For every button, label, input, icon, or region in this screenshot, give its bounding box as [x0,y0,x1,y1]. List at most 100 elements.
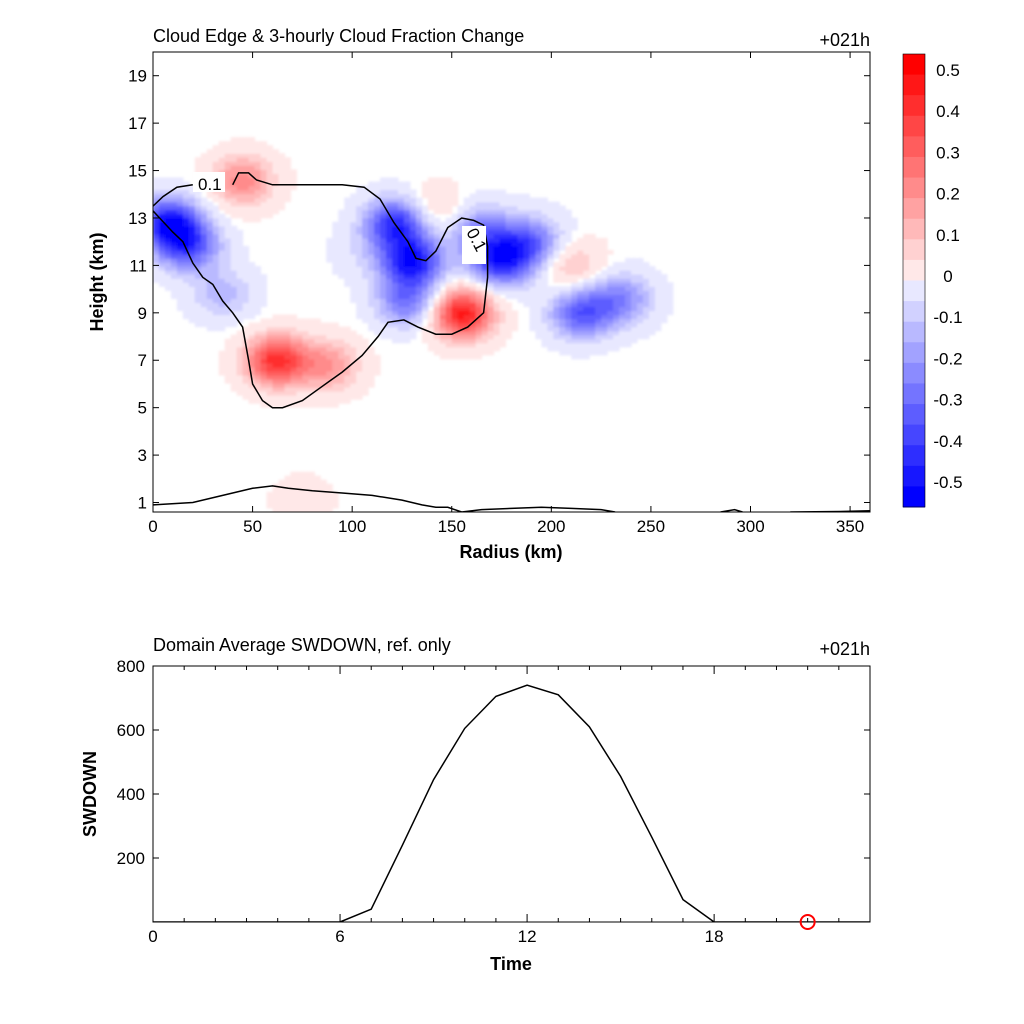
field-cell [374,258,381,263]
field-cell [613,342,620,348]
field-cell [631,310,638,316]
field-cell [433,314,441,320]
field-cell [236,294,244,299]
field-cell [332,262,339,267]
field-cell [284,370,292,376]
field-cell [164,213,172,219]
field-cell [224,350,232,356]
field-cell [541,294,548,299]
field-cell [338,225,345,231]
field-cell [499,278,507,283]
field-cell [415,286,423,291]
field-cell [517,270,525,275]
field-cell [517,245,525,251]
field-cell [505,270,513,275]
field-cell [278,177,286,183]
field-cell [153,193,160,199]
field-cell [266,326,274,332]
field-cell [236,270,244,275]
field-cell [397,205,405,211]
field-cell [224,274,232,279]
field-cell [427,298,435,303]
colorbar-segment [903,424,925,446]
field-cell [320,326,327,332]
field-cell [176,270,184,275]
field-cell [535,225,542,231]
field-cell [457,286,465,291]
field-cell [523,209,531,215]
field-cell [392,233,399,239]
field-cell [320,374,327,380]
field-cell [595,326,602,332]
field-cell [278,399,286,404]
field-cell [200,274,208,279]
field-cell [153,225,160,231]
field-cell [529,310,536,316]
field-cell [194,241,202,247]
field-cell [607,330,614,336]
field-cell [350,213,357,219]
field-cell [451,310,459,316]
field-cell [505,201,513,207]
field-cell [224,233,232,239]
field-cell [236,205,244,211]
field-cell [194,245,202,251]
field-cell [386,286,393,291]
field-cell [642,306,650,312]
field-cell [577,354,584,360]
field-cell [230,342,238,348]
field-cell [541,298,548,303]
field-cell [344,197,351,203]
field-cell [230,193,238,199]
field-cell [535,221,542,227]
field-cell [326,330,333,336]
field-cell [553,229,560,235]
field-cell [439,334,447,340]
field-cell [511,266,519,271]
bottom-x-axis-label: Time [490,954,532,974]
field-cell [654,302,662,308]
field-cell [374,270,381,275]
field-cell [254,387,262,392]
colorbar: 0.50.40.30.20.10-0.1-0.2-0.3-0.4-0.5 [902,53,963,508]
field-cell [559,350,566,356]
field-cell [212,197,220,203]
field-cell [547,213,554,219]
field-cell [427,294,435,299]
field-cell [493,338,501,344]
field-cell [535,266,542,271]
field-cell [397,197,405,203]
field-cell [636,282,644,287]
field-cell [403,282,411,287]
field-cell [242,278,250,283]
field-cell [427,282,435,287]
field-cell [421,302,429,308]
field-cell [654,274,662,279]
field-cell [182,306,190,312]
x-tick-label: 50 [243,517,262,536]
field-cell [224,161,232,166]
field-cell [493,330,501,336]
field-cell [302,403,309,408]
field-cell [463,334,471,340]
field-cell [547,221,554,227]
field-cell [409,245,417,251]
field-cell [493,213,501,219]
field-cell [397,193,405,199]
field-cell [194,314,202,320]
x-tick-label: 300 [736,517,764,536]
field-cell [350,282,357,287]
field-cell [236,330,244,336]
field-cell [278,354,286,360]
field-cell [493,205,501,211]
field-cell [272,165,280,170]
field-cell [368,306,375,312]
field-cell [272,383,280,388]
field-cell [176,282,184,287]
field-cell [469,298,477,303]
field-cell [278,483,286,489]
field-cell [242,197,250,203]
field-cell [356,217,363,223]
field-cell [392,213,399,219]
field-cell [272,318,280,324]
